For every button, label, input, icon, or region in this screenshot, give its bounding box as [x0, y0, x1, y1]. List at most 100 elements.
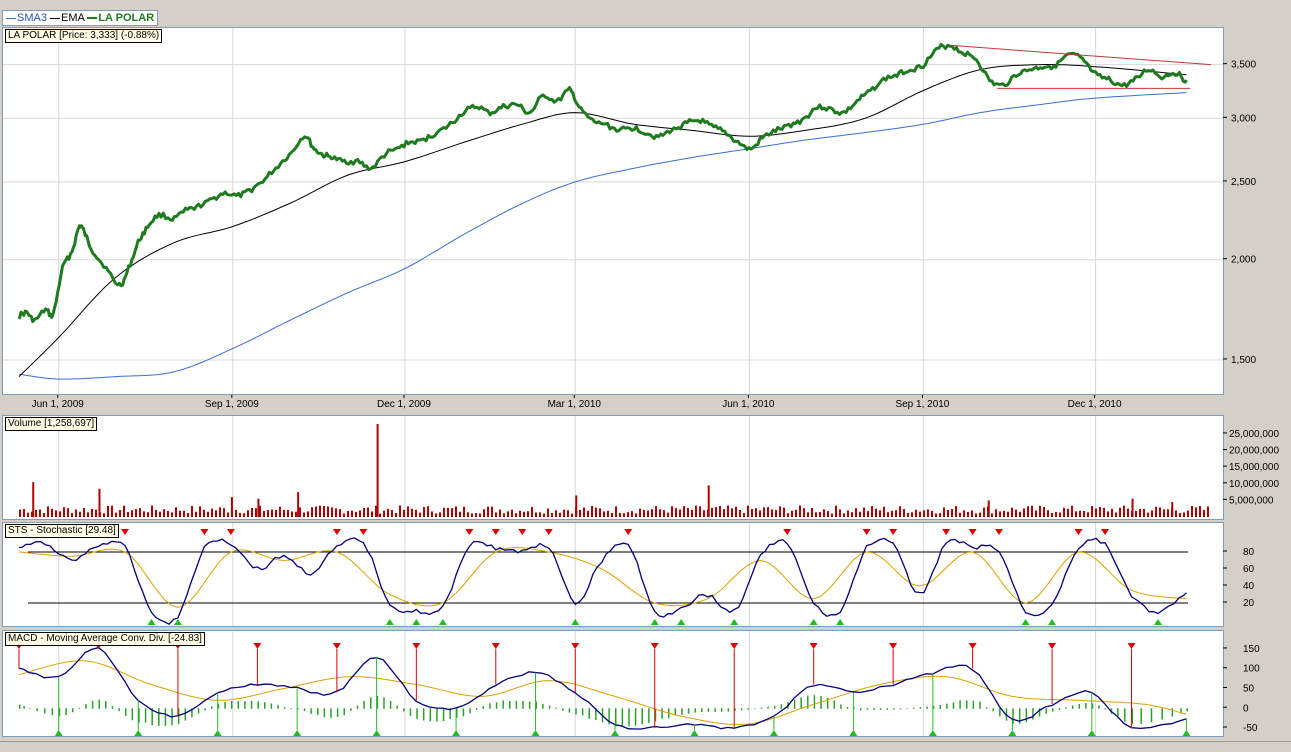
volume-bar: [907, 512, 909, 517]
volume-bar: [1015, 509, 1017, 517]
macd-histogram-bar: [581, 708, 584, 716]
macd-histogram-bar: [283, 707, 286, 709]
macd-histogram-bar: [343, 708, 345, 716]
volume-bar: [847, 510, 849, 517]
sell-signal-marker-33: [889, 529, 898, 535]
volume-bar: [1179, 512, 1181, 517]
volume-bar: [295, 511, 297, 517]
volume-bar: [1067, 508, 1069, 517]
legend-item-sma3: SMA3: [6, 12, 47, 24]
volume-bar: [547, 508, 549, 517]
volume-bar: [103, 513, 105, 517]
x-tick-label-5: Sep 1, 2010: [895, 399, 949, 410]
volume-bar: [915, 509, 917, 517]
series-line-stochastic-k: [18, 537, 1187, 626]
volume-bar: [687, 508, 689, 517]
macd-histogram-bar: [621, 708, 624, 727]
macd-histogram-bar: [71, 708, 74, 713]
volume-bar: [699, 506, 701, 517]
macd-histogram-bar: [264, 702, 266, 709]
macd-histogram-bar: [972, 700, 975, 709]
macd-histogram-bar: [336, 708, 339, 717]
macd-histogram-bar: [303, 708, 306, 712]
volume-bar: [163, 509, 165, 517]
volume-bar-peak-1: [98, 488, 101, 517]
macd-histogram-bar: [615, 708, 617, 727]
macd-sell-marker-14: [571, 643, 580, 649]
macd-histogram-bar: [442, 708, 445, 722]
volume-bar: [431, 511, 433, 517]
volume-bar: [1031, 505, 1033, 517]
volume-bar: [891, 510, 893, 517]
volume-bar-peak-9: [1131, 498, 1134, 517]
volume-bar: [179, 510, 181, 517]
stochastic-panel[interactable]: STS - Stochastic [29.48]: [2, 522, 1224, 627]
volume-bar: [279, 506, 281, 517]
volume-bar: [447, 507, 449, 517]
chart-legend: SMA3 EMA LA POLAR: [2, 10, 159, 26]
macd-sell-marker-24: [968, 643, 977, 649]
volume-bar: [167, 510, 169, 517]
volume-bar: [159, 511, 161, 517]
macd-histogram-bar: [356, 705, 359, 709]
macd-y-axis: -50 0 50 100 150: [1223, 644, 1260, 734]
volume-bar: [415, 509, 417, 517]
volume-bar: [723, 509, 725, 517]
sell-signal-marker-37: [995, 529, 1004, 535]
macd-histogram-bar: [489, 703, 491, 709]
volume-bar: [599, 508, 601, 517]
horizontal-scrollbar[interactable]: [0, 741, 1291, 752]
macd-histogram-bar: [899, 708, 902, 710]
price-panel[interactable]: LA POLAR [Price: 3,333] (-0.88%): [2, 27, 1224, 395]
macd-histogram-bar: [608, 708, 610, 725]
macd-histogram-bar: [1124, 708, 1126, 722]
volume-bar: [219, 507, 221, 517]
macd-histogram-bar: [800, 697, 802, 709]
macd-histogram-bar: [436, 708, 438, 722]
volume-bar: [23, 509, 25, 517]
buy-signal-marker-39: [1048, 619, 1057, 625]
volume-bar: [1071, 505, 1073, 517]
volume-bar: [507, 511, 509, 517]
volume-bar: [859, 511, 861, 517]
macd-histogram-bar: [51, 708, 54, 716]
macd-y-tick-label-4: 150: [1243, 644, 1260, 655]
volume-bar: [991, 513, 993, 517]
volume-bar: [71, 513, 73, 517]
macd-histogram-bar: [634, 708, 637, 726]
volume-bar: [367, 507, 369, 517]
macd-histogram-bar: [230, 701, 233, 709]
volume-bar: [411, 508, 413, 517]
volume-bar: [1151, 510, 1153, 517]
volume-bar: [495, 512, 497, 517]
volume-y-axis: 5,000,000 10,000,000 15,000,000 20,000,000 2…: [1223, 429, 1279, 506]
volume-bar: [619, 512, 621, 517]
volume-panel[interactable]: Volume [1,258,697]: [2, 415, 1224, 520]
volume-bar: [347, 510, 349, 517]
price-y-tick-label-0: 1,500: [1231, 355, 1256, 366]
volume-bar: [739, 510, 741, 517]
volume-bar: [567, 510, 569, 517]
volume-bar: [851, 512, 853, 517]
volume-bar: [819, 512, 821, 517]
macd-histogram-bar: [409, 708, 412, 716]
macd-histogram-bar: [628, 708, 630, 727]
macd-histogram-bar: [191, 708, 193, 718]
series-line-stochastic-d: [18, 546, 1187, 608]
volume-bar: [659, 509, 661, 517]
volume-bar: [31, 511, 33, 517]
volume-bar: [371, 511, 373, 517]
sell-signal-marker-19: [518, 529, 527, 535]
macd-histogram-bar: [1025, 708, 1028, 723]
macd-histogram-bar: [568, 708, 571, 713]
volume-bar: [895, 510, 897, 517]
volume-bar: [623, 513, 625, 517]
stochastic-chart: [15, 523, 1188, 626]
macd-histogram-bar: [270, 703, 273, 709]
volume-bar: [1207, 506, 1209, 517]
macd-sell-marker-16: [650, 643, 659, 649]
volume-bar: [311, 507, 313, 517]
macd-buy-marker-25: [1008, 730, 1017, 736]
buy-signal-marker-16: [438, 619, 447, 625]
macd-panel[interactable]: MACD - Moving Average Conv. Div. [-24.83…: [2, 630, 1224, 737]
